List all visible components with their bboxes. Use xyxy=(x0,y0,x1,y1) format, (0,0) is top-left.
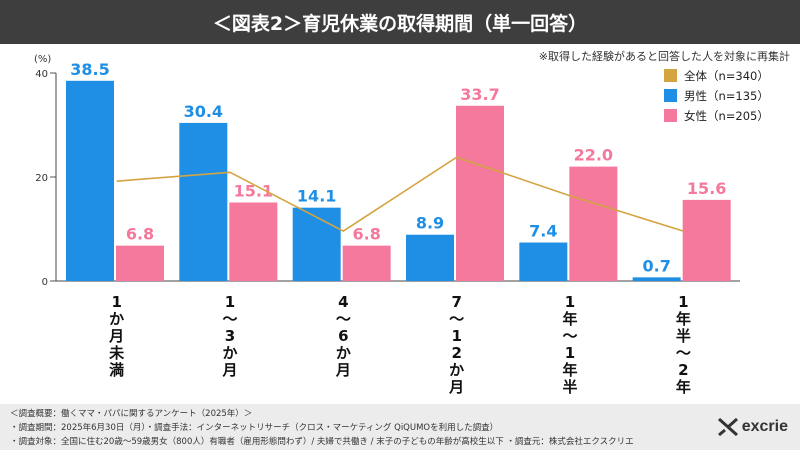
data-label-female: 6.8 xyxy=(126,225,154,244)
bar-male xyxy=(66,80,114,281)
bar-male xyxy=(632,277,681,281)
x-tick-label-char: 2 xyxy=(451,344,461,362)
header-bar: ＜図表2＞育児休業の取得期間（単一回答） xyxy=(0,0,800,44)
x-tick-label-char: 未 xyxy=(108,344,125,362)
y-tick-label: 40 xyxy=(35,69,48,80)
legend-label: 女性（n=205） xyxy=(684,109,769,123)
x-tick-label-char: 1 xyxy=(111,293,121,311)
x-tick-label-char: 半 xyxy=(676,327,691,345)
legend-swatch xyxy=(664,89,677,102)
bar-male xyxy=(406,234,454,281)
legend-swatch xyxy=(664,69,677,82)
x-tick-label-char: 月 xyxy=(108,327,124,345)
y-tick-label: 20 xyxy=(35,173,48,184)
legend-label: 全体（n=340） xyxy=(684,69,769,83)
x-tick-label-char: ～ xyxy=(449,310,464,328)
brand-logo: excrie xyxy=(717,417,788,437)
x-tick-label-char: か xyxy=(336,344,351,362)
legend-swatch xyxy=(664,109,677,122)
x-tick-label-char: 月 xyxy=(448,378,464,396)
x-tick-label-char: 3 xyxy=(225,327,235,345)
survey-period: ・調査期間：2025年6月30日（月）・調査手法：インターネットリサーチ（クロス… xyxy=(10,423,499,433)
sample-note: ※取得した経験があると回答した人を対象に再集計 xyxy=(538,50,790,63)
line-overall xyxy=(116,156,684,233)
bar-male xyxy=(292,207,341,281)
data-label-male: 0.7 xyxy=(642,256,670,275)
bar-male xyxy=(179,122,228,281)
x-tick-label-char: ～ xyxy=(562,327,577,345)
x-tick-label-char: 1 xyxy=(678,293,688,311)
x-tick-label-char: 年 xyxy=(562,361,577,379)
brand-name: excrie xyxy=(741,418,788,435)
survey-overview: ＜調査概要：働くママ・パパに関するアンケート（2025年）＞ xyxy=(10,409,253,419)
page-title: ＜図表2＞育児休業の取得期間（単一回答） xyxy=(212,12,588,35)
x-tick-label-char: ～ xyxy=(222,310,237,328)
x-tick-label-char: 6 xyxy=(338,327,348,345)
x-tick-label-char: か xyxy=(109,310,124,328)
x-tick-label-char: ～ xyxy=(336,310,351,328)
x-tick-label-char: 年 xyxy=(562,310,577,328)
bar-female xyxy=(569,166,618,281)
x-tick-label-char: 2 xyxy=(678,361,688,379)
x-tick-label-char: 年 xyxy=(676,378,691,396)
x-tick-label-char: 7 xyxy=(451,293,461,311)
x-tick-label-char: 月 xyxy=(221,361,237,379)
x-tick-label-char: 月 xyxy=(335,361,351,379)
bar-female xyxy=(456,105,504,281)
x-tick-label-char: か xyxy=(449,361,464,379)
x-tick-label-char: 4 xyxy=(338,293,348,311)
x-tick-label-char: 1 xyxy=(565,344,575,362)
data-label-female: 33.7 xyxy=(460,85,499,104)
data-label-female: 6.8 xyxy=(352,225,380,244)
legend-label: 男性（n=135） xyxy=(684,89,769,103)
x-tick-label-char: 1 xyxy=(565,293,575,311)
data-label-female: 15.1 xyxy=(234,181,273,200)
x-tick-label-char: か xyxy=(222,344,237,362)
x-tick-label-char: ～ xyxy=(676,344,691,362)
y-tick-label: 0 xyxy=(42,277,48,288)
bar-male xyxy=(519,242,568,281)
data-label-male: 38.5 xyxy=(70,60,109,79)
bar-female xyxy=(116,245,164,281)
bar-female xyxy=(342,245,391,281)
data-label-female: 22.0 xyxy=(574,146,613,165)
bar-female xyxy=(682,199,731,281)
data-label-male: 14.1 xyxy=(297,187,336,206)
footer: ＜調査概要：働くママ・パパに関するアンケート（2025年）＞ ・調査期間：202… xyxy=(0,404,800,450)
bar-female xyxy=(229,202,278,281)
excrie-logo-icon xyxy=(717,417,738,437)
data-label-male: 7.4 xyxy=(529,222,557,241)
data-label-female: 15.6 xyxy=(687,179,726,198)
data-label-male: 30.4 xyxy=(184,102,223,121)
x-tick-label-char: 半 xyxy=(562,378,577,396)
data-label-male: 8.9 xyxy=(416,214,444,233)
x-tick-label-char: 1 xyxy=(451,327,461,345)
x-tick-label-char: 1 xyxy=(225,293,235,311)
y-axis-label: (%) xyxy=(34,54,51,65)
survey-target: ・調査対象：全国に住む20歳～59歳男女（800人）有職者（雇用形態問わず）/ … xyxy=(10,437,634,447)
x-tick-label-char: 満 xyxy=(109,361,124,379)
x-tick-label-char: 年 xyxy=(676,310,691,328)
